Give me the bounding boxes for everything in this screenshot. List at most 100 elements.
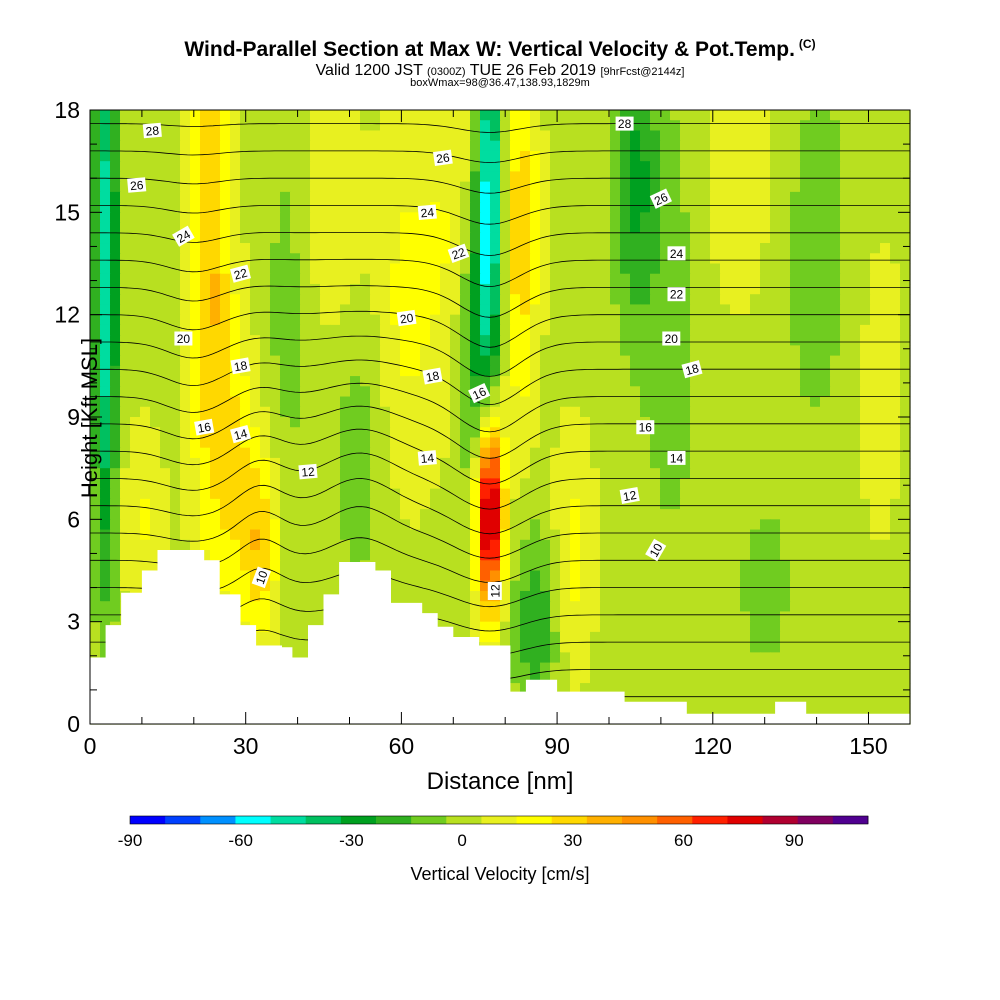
heat-cell xyxy=(700,263,711,275)
heat-cell xyxy=(290,396,301,408)
heat-cell xyxy=(250,263,261,275)
heat-cell xyxy=(450,304,461,316)
heat-cell xyxy=(440,406,451,418)
heat-cell xyxy=(840,498,851,510)
heat-cell xyxy=(480,243,491,254)
heat-cell xyxy=(240,601,251,613)
theta-label: 14 xyxy=(229,425,252,444)
heat-cell xyxy=(630,181,641,193)
heat-cell xyxy=(780,601,791,613)
heat-cell xyxy=(390,478,401,490)
heat-cell xyxy=(520,335,531,346)
heat-cell xyxy=(240,478,251,490)
heat-cell xyxy=(220,468,231,479)
heat-cell xyxy=(810,560,821,572)
heat-cell xyxy=(440,202,451,213)
heat-cell xyxy=(580,150,591,162)
heat-cell xyxy=(600,355,611,367)
heat-cell xyxy=(600,417,611,428)
heat-cell xyxy=(540,191,551,203)
heat-cell xyxy=(290,590,301,602)
heat-cell xyxy=(570,590,581,602)
heat-cell xyxy=(660,427,671,439)
heat-cell xyxy=(190,161,201,172)
heat-cell xyxy=(450,601,461,613)
heat-cell xyxy=(610,263,621,275)
heat-cell xyxy=(850,110,861,121)
heat-cell xyxy=(780,314,791,326)
heat-cell xyxy=(530,550,541,561)
heat-cell xyxy=(310,345,321,357)
heat-cell xyxy=(630,283,641,295)
heat-cell xyxy=(280,181,291,193)
heat-cell xyxy=(330,376,341,387)
heat-cell xyxy=(300,294,311,306)
heat-cell xyxy=(570,345,581,357)
heat-cell xyxy=(470,191,481,203)
heat-cell xyxy=(820,672,831,684)
heat-cell xyxy=(890,560,901,572)
heat-cell xyxy=(160,509,171,520)
heat-cell xyxy=(550,355,561,367)
heat-cell xyxy=(500,212,511,224)
heat-cell xyxy=(670,212,681,224)
heat-cell xyxy=(470,202,481,213)
heat-cell xyxy=(580,631,591,643)
heat-cell xyxy=(690,130,701,142)
heat-cell xyxy=(520,529,531,541)
theta-label-text: 24 xyxy=(174,227,193,246)
heat-cell xyxy=(700,447,711,459)
heat-cell xyxy=(730,171,741,183)
heat-cell xyxy=(860,427,871,439)
heat-cell xyxy=(330,529,341,541)
heat-cell xyxy=(650,590,661,602)
heat-cell xyxy=(190,110,201,121)
heat-cell xyxy=(840,611,851,623)
heat-cell xyxy=(230,171,241,183)
heat-cell xyxy=(190,365,201,377)
heat-cell xyxy=(730,386,741,398)
heat-cell xyxy=(830,314,841,326)
heat-cell xyxy=(400,304,411,316)
heat-cell xyxy=(700,376,711,387)
heat-cell xyxy=(610,427,621,439)
heat-cell xyxy=(480,417,491,428)
heat-cell xyxy=(300,560,311,572)
heat-cell xyxy=(630,468,641,479)
heat-cell xyxy=(710,498,721,510)
heat-cell xyxy=(850,243,861,254)
heat-cell xyxy=(190,324,201,336)
heat-cell xyxy=(700,243,711,254)
heat-cell xyxy=(760,683,771,694)
heat-cell xyxy=(220,191,231,203)
heat-cell xyxy=(330,171,341,183)
heat-cell xyxy=(380,304,391,316)
heat-cell xyxy=(520,324,531,336)
heat-cell xyxy=(760,161,771,172)
heat-cell xyxy=(290,304,301,316)
heat-cell xyxy=(90,232,101,244)
heat-cell xyxy=(340,427,351,439)
heat-cell xyxy=(230,396,241,408)
heat-cell xyxy=(540,498,551,510)
heat-cell xyxy=(890,652,901,664)
heat-cell xyxy=(660,662,671,674)
heat-cell xyxy=(90,243,101,254)
heat-cell xyxy=(770,202,781,213)
heat-cell xyxy=(540,273,551,285)
heat-cell xyxy=(890,427,901,439)
heat-cell xyxy=(540,150,551,162)
heat-cell xyxy=(100,468,111,479)
heat-cell xyxy=(250,253,261,265)
heat-cell xyxy=(240,243,251,254)
heat-cell xyxy=(280,498,291,510)
heat-cell xyxy=(710,335,721,346)
heat-cell xyxy=(700,509,711,520)
heat-cell xyxy=(360,294,371,306)
heat-cell xyxy=(690,683,701,694)
heat-cell xyxy=(890,631,901,643)
heat-cell xyxy=(600,202,611,213)
heat-cell xyxy=(320,232,331,244)
heat-cell xyxy=(570,273,581,285)
heat-cell xyxy=(620,570,631,582)
